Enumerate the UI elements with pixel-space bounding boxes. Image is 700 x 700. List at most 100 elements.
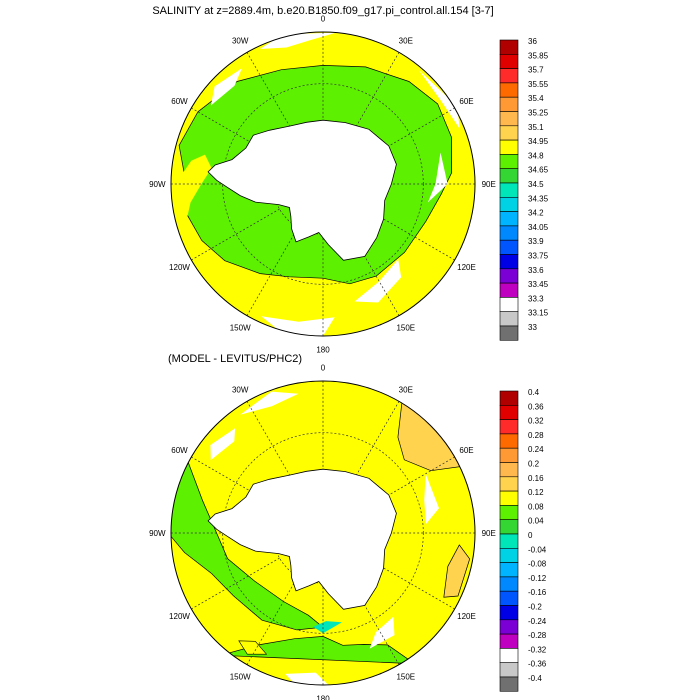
colorbar-box [499, 476, 519, 492]
lon-label: 90W [149, 180, 166, 189]
colorbar-label: 35.4 [528, 94, 544, 103]
lon-label: 30E [399, 37, 413, 46]
colorbar-box [499, 633, 519, 649]
colorbar-label: -0.4 [528, 674, 542, 683]
map: 0 30E 60E 90E 120E 150E 180 150W 120W 90W 60W 30W [149, 363, 496, 700]
field-0.12-0.16 [443, 544, 471, 598]
colorbar-label: 34.65 [528, 166, 549, 175]
colorbar-box [499, 547, 519, 563]
colorbar-label: 33.75 [528, 252, 549, 261]
colorbar-box [499, 505, 519, 520]
colorbar-box [499, 462, 519, 478]
lon-label: 120E [457, 263, 476, 272]
lon-label: 0 [321, 14, 326, 23]
colorbar-label: -0.16 [528, 588, 547, 597]
colorbar-box [499, 239, 519, 255]
colorbar-label: -0.08 [528, 560, 547, 569]
colorbar-label: 35.25 [528, 109, 549, 118]
colorbar-box [499, 404, 519, 420]
lon-label: 150W [230, 324, 251, 333]
colorbar-label: 0.4 [528, 388, 540, 397]
antarctica [207, 468, 397, 610]
lon-label: 150E [396, 673, 415, 682]
lat-gridline [222, 432, 424, 634]
lon-label: 60W [171, 97, 188, 106]
colorbar-label: -0.28 [528, 631, 547, 640]
colorbar-box [499, 390, 519, 406]
map-border [170, 31, 476, 337]
colorbar-box [499, 433, 519, 449]
colorbar-label: 0.24 [528, 445, 544, 454]
colorbar-label: -0.24 [528, 617, 547, 626]
missing-patch [424, 473, 439, 524]
lon-label: 30W [232, 37, 249, 46]
missing-patch [427, 152, 448, 203]
colorbar-label: 34.8 [528, 151, 544, 160]
colorbar-label: 33.45 [528, 280, 549, 289]
missing-patch [240, 391, 299, 415]
colorbar-label: 34.5 [528, 180, 544, 189]
field-0.12-0.16 [397, 393, 469, 472]
lon-label: 60W [171, 446, 188, 455]
colorbar-label: 35.85 [528, 51, 549, 60]
lon-label: 150E [396, 324, 415, 333]
lon-label: 120E [457, 612, 476, 621]
lat-gridline [222, 83, 424, 285]
colorbar-box [499, 311, 519, 327]
field-0-0.04 [313, 621, 342, 634]
colorbar-box [499, 605, 519, 621]
colorbar-label: 34.35 [528, 194, 549, 203]
colorbar-label: 0.32 [528, 417, 544, 426]
colorbar-label: 33.15 [528, 309, 549, 318]
colorbar-label: 34.05 [528, 223, 549, 232]
colorbar-box [499, 268, 519, 284]
missing-patch [210, 428, 236, 461]
lon-gridline [191, 557, 280, 610]
colorbar-box [499, 211, 519, 227]
colorbar-box [499, 447, 519, 463]
colorbar-label: 0.12 [528, 488, 544, 497]
colorbar-box [499, 154, 519, 169]
colorbar-box [499, 576, 519, 592]
colorbar-box [499, 662, 519, 678]
colorbar-label: 0.16 [528, 474, 544, 483]
colorbar-box [499, 533, 519, 549]
colorbar-label: 35.1 [528, 123, 544, 132]
missing-patch [369, 616, 395, 649]
missing-patch [210, 68, 242, 106]
lon-label: 90W [149, 529, 166, 538]
colorbar-label: 33 [528, 323, 537, 332]
map-border [170, 380, 476, 686]
colorbar-label: -0.2 [528, 603, 542, 612]
colorbar-label: 33.9 [528, 237, 544, 246]
difference-panel: (MODEL - LEVITUS/PHC2) 0 30E 60E 90E 120E 150… [149, 353, 547, 700]
lon-label: 30W [232, 386, 249, 395]
colorbar-box [499, 197, 519, 212]
colorbar-label: 34.95 [528, 137, 549, 146]
colorbar-box [499, 125, 519, 141]
colorbar-label: -0.32 [528, 645, 547, 654]
lon-label: 150W [230, 673, 251, 682]
colorbar-box [499, 325, 519, 341]
colorbar-box [499, 225, 519, 241]
colorbar-label: 35.7 [528, 66, 544, 75]
colorbar-label: 33.6 [528, 266, 544, 275]
lon-label: 180 [316, 695, 330, 700]
lon-label: 90E [482, 529, 496, 538]
colorbar-box [499, 139, 519, 155]
colorbar-label: 0.04 [528, 517, 544, 526]
colorbar-label: 0.36 [528, 402, 544, 411]
panel-title: (MODEL - LEVITUS/PHC2) [168, 353, 302, 365]
colorbar: 36 35.85 35.7 35.55 35.4 35.25 35.1 34.95 34.8 34… [499, 37, 549, 341]
colorbar-label: 34.2 [528, 209, 544, 218]
colorbar-box [499, 676, 519, 692]
colorbar-label: 0.28 [528, 431, 544, 440]
colorbar-label: 33.3 [528, 294, 544, 303]
colorbar-box [499, 68, 519, 84]
field-0.08-0.12 [238, 640, 268, 655]
colorbar-box [499, 562, 519, 578]
colorbar-label: 35.55 [528, 80, 549, 89]
colorbar-label: 0.08 [528, 502, 544, 511]
colorbar-box [499, 282, 519, 298]
